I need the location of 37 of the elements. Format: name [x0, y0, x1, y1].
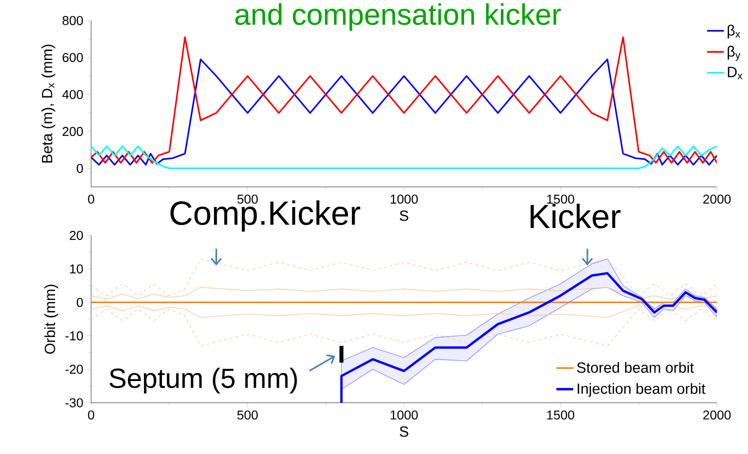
y-axis-title: Beta (m), D$_{x}$ (mm)	[41, 44, 56, 162]
legend-label: β$_{x}$	[728, 24, 740, 38]
line-series	[91, 36, 717, 164]
x-tick-label: 0	[88, 410, 94, 420]
x-tick-label: 1000	[390, 410, 418, 420]
y-tick-label: 20	[70, 230, 83, 240]
x-tick-label: 500	[237, 410, 258, 420]
legend-label: β$_{y}$	[728, 46, 740, 61]
y-tick-label: 600	[62, 52, 83, 62]
y-tick-label: -20	[65, 364, 83, 374]
line-series	[91, 145, 717, 170]
x-tick-label: 0	[88, 194, 94, 204]
line-series	[91, 58, 717, 166]
x-tick-label: 1000	[390, 194, 418, 204]
chart-title: and compensation kicker	[235, 3, 561, 31]
line-series	[91, 258, 717, 296]
legend-label: D$_{x}$	[728, 66, 742, 80]
y-tick-label: -10	[65, 331, 83, 340]
y-tick-label: 400	[62, 90, 83, 99]
legend-label: Injection beam orbit	[578, 382, 706, 397]
legend-label: Stored beam orbit	[577, 362, 694, 373]
x-tick-label: 2000	[703, 410, 731, 420]
y-tick-label: 10	[70, 264, 83, 274]
y-tick-label: 200	[62, 126, 83, 136]
x-axis-title: S	[400, 426, 408, 437]
annotation: Kicker	[530, 204, 621, 228]
y-tick-label: 0	[76, 164, 83, 173]
y-tick-label: -30	[65, 398, 83, 408]
y-tick-label: 800	[62, 16, 83, 25]
x-tick-label: 1500	[547, 194, 574, 204]
y-axis-title: Orbit (mm)	[44, 284, 58, 354]
x-tick-label: 1500	[547, 410, 574, 420]
line-series	[91, 308, 717, 346]
x-tick-label: 2000	[703, 194, 731, 204]
y-tick-label: 0	[76, 298, 83, 307]
x-axis-title: S	[400, 210, 408, 221]
annotation: Septum (5 mm)	[110, 368, 297, 394]
